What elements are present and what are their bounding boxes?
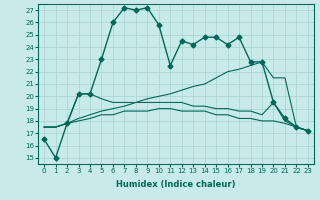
X-axis label: Humidex (Indice chaleur): Humidex (Indice chaleur) xyxy=(116,180,236,189)
